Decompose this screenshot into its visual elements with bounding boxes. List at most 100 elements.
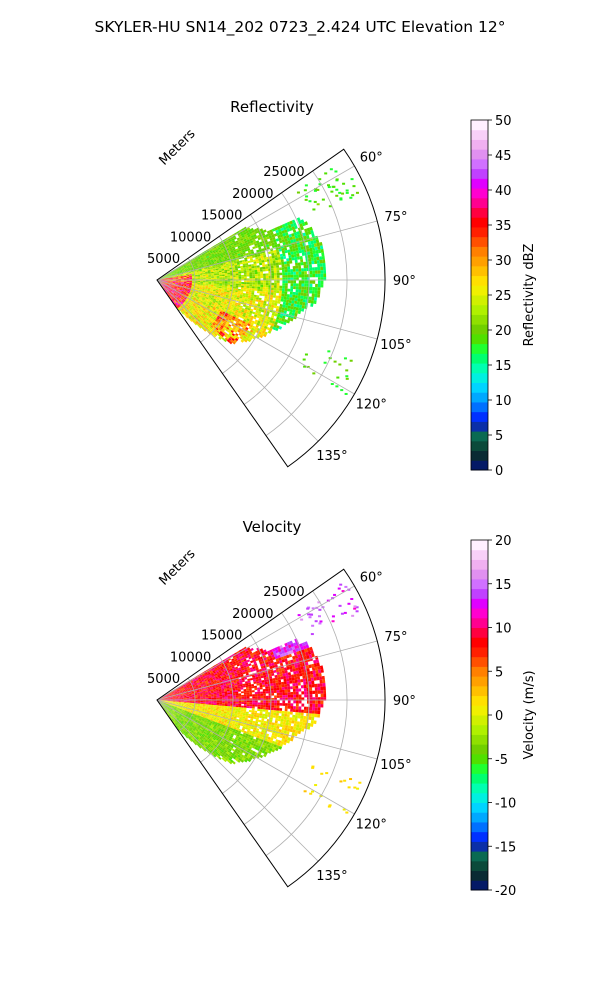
radar-bin [175,295,179,298]
radar-bin [221,291,224,293]
radar-bin [268,243,272,247]
radar-bin [183,693,187,695]
radar-bin [188,264,192,266]
radar-bin [256,234,261,239]
radar-bin [202,308,206,311]
radar-bin [173,293,177,296]
radar-bin [180,283,184,285]
radar-speckle [318,178,322,181]
radar-bin [183,272,186,274]
radar-bin [289,260,293,264]
radar-bin [221,694,225,697]
radar-bin [170,287,174,290]
radar-bin [252,666,256,670]
radar-bin [247,668,251,671]
radar-bin [224,284,228,287]
radar-speckle [349,196,353,199]
range-tick-label: 5000 [147,252,180,267]
radar-bin [208,262,212,265]
radar-bin [271,690,274,694]
radar-bin [166,694,170,696]
radar-bin [270,685,274,689]
radar-bin [192,298,196,302]
radar-bin [175,698,179,699]
radar-bin [218,336,222,340]
radar-bin [180,686,184,689]
radar-bin [163,284,166,287]
radar-bin [234,653,239,657]
radar-bin [301,283,305,287]
radar-bin [215,670,219,673]
radar-bin [199,286,203,288]
radar-bin [241,300,245,303]
radar-bin [265,280,269,283]
radar-bin [209,322,213,326]
radar-bin [204,298,208,301]
radar-bin [233,679,237,683]
radar-bin [181,300,184,304]
radar-bin [233,305,238,309]
radar-bin [262,287,266,290]
radar-bin [236,682,240,685]
radar-bin [196,312,200,315]
radar-bin [241,648,245,652]
radar-bin [220,674,224,677]
radar-bin [291,674,295,678]
radar-bin [270,683,274,687]
radar-bin [180,297,184,300]
radar-bin [274,655,279,660]
radar-bin [184,312,187,316]
radar-bin [211,318,215,322]
radar-bin [284,288,288,292]
azimuth-spoke [156,220,378,281]
radar-bin [274,244,278,248]
radar-bin [213,286,217,288]
radar-bin [191,285,195,288]
radar-bin [277,654,281,659]
radar-bin [265,266,269,269]
radar-bin [213,277,217,280]
radar-bin [260,704,264,708]
radar-bin [279,239,283,244]
radar-bin [271,253,275,257]
radar-bin [207,672,211,675]
radar-bin [243,226,247,230]
radar-bin [179,270,183,273]
radar-bin [204,678,208,681]
radar-bin [231,328,235,332]
radar-bin [200,698,204,700]
figure-suptitle: SKYLER-HU SN14_202 0723_2.424 UTC Elevat… [95,18,506,37]
radar-bin [217,667,221,671]
radar-bin [255,678,259,682]
radar-bin [291,232,295,237]
radar-bin [250,334,254,339]
radar-bin [303,709,307,714]
radar-bin [238,271,242,274]
radar-bin [213,692,217,695]
radar-bin [254,267,258,271]
radar-bin [284,222,288,227]
radar-bin [287,240,292,244]
radar-bin [219,251,223,254]
radar-bin [166,284,169,286]
radar-bin [303,264,307,269]
radar-bin [183,700,187,702]
radar-bin [175,275,179,277]
radar-bin [170,281,173,283]
radar-bin [237,323,242,327]
radar-bin [186,274,189,276]
radar-bin [243,231,247,235]
radar-bin [183,695,187,697]
radar-bin [215,267,219,270]
radar-bin [175,278,179,279]
radar-bin [228,305,232,308]
radar-bin [262,305,266,309]
radar-bin [185,272,189,274]
radar-bin [244,297,248,300]
radar-bin [241,308,245,311]
radar-bin [208,272,211,274]
radar-bin [225,245,229,248]
radar-bin [308,664,312,669]
radar-bin [200,257,204,260]
radar-bin [223,660,227,664]
